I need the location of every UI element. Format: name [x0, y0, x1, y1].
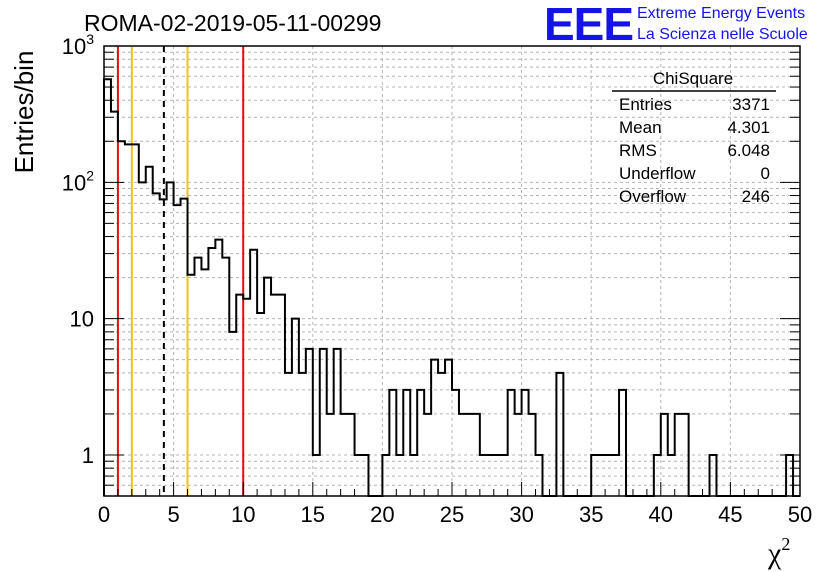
eee-logo: EEE Extreme Energy Events La Scienza nel…	[544, 0, 808, 50]
x-tick-labels: 0 5 10 15 20 25 30 35 40 45 50	[98, 502, 812, 527]
stats-row-label: Overflow	[619, 187, 687, 206]
histogram-step-line	[103, 78, 800, 497]
x-tick-label: 35	[579, 502, 603, 527]
axis-ticks	[103, 45, 801, 497]
x-axis-title-symbol: χ	[767, 537, 782, 570]
stats-row-value: 3371	[732, 95, 770, 114]
logo-mark: EEE	[544, 0, 633, 50]
y-tick-label-base: 10	[62, 34, 86, 59]
x-tick-label: 45	[718, 502, 742, 527]
x-tick-label: 20	[370, 502, 394, 527]
y-axis-title: Entries/bin	[9, 51, 39, 174]
reference-lines	[116, 46, 245, 496]
x-tick-label: 40	[649, 502, 673, 527]
x-tick-label: 10	[231, 502, 255, 527]
y-tick-label-base: 10	[62, 170, 86, 195]
x-tick-label: 50	[788, 502, 812, 527]
y-tick-label: 10	[70, 307, 94, 332]
stats-box: ChiSquare Entries 3371 Mean 4.301 RMS 6.…	[612, 69, 776, 206]
grid-lines	[104, 45, 800, 497]
x-tick-label: 5	[167, 502, 179, 527]
stats-row-value: 0	[761, 164, 770, 183]
x-axis-title: χ2	[767, 534, 790, 570]
logo-line-1: Extreme Energy Events	[637, 5, 805, 22]
stats-row-label: Underflow	[619, 164, 696, 183]
y-tick-label: 102	[62, 167, 94, 195]
x-tick-label: 0	[98, 502, 110, 527]
stats-row-value: 246	[742, 187, 770, 206]
y-tick-label: 103	[62, 31, 94, 59]
stats-row-label: Mean	[619, 118, 662, 137]
y-tick-label-exponent: 2	[86, 167, 94, 183]
x-tick-label: 15	[301, 502, 325, 527]
x-axis-title-superscript: 2	[781, 534, 790, 554]
x-tick-label: 25	[440, 502, 464, 527]
stats-row-value: 6.048	[727, 141, 770, 160]
chart-title: ROMA-02-2019-05-11-00299	[84, 10, 381, 36]
y-tick-label-exponent: 3	[86, 31, 94, 47]
stats-row-label: RMS	[619, 141, 657, 160]
x-tick-label: 30	[509, 502, 533, 527]
logo-line-2: La Scienza nelle Scuole	[637, 26, 808, 43]
y-tick-label: 1	[82, 443, 94, 468]
stats-row-label: Entries	[619, 95, 672, 114]
stats-row-value: 4.301	[727, 118, 770, 137]
stats-title: ChiSquare	[653, 69, 733, 88]
